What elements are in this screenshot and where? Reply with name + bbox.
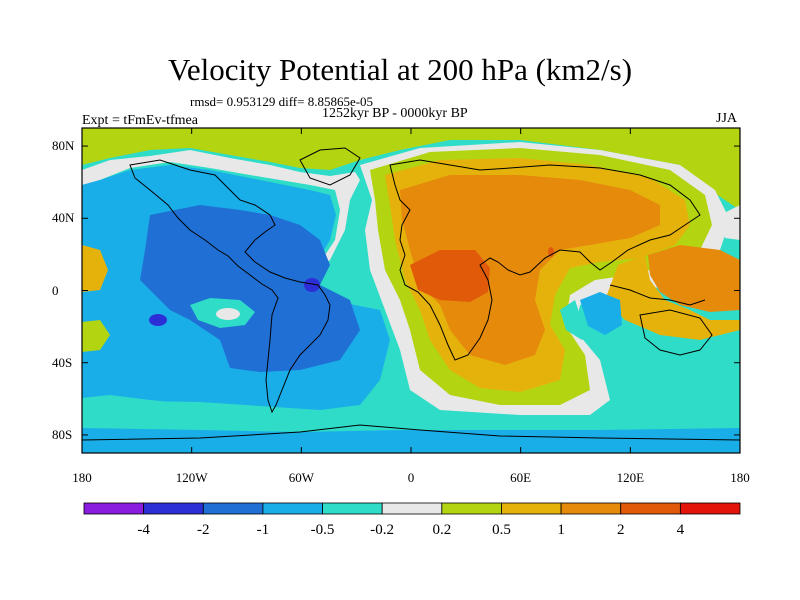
lat-tick-label: 40S <box>52 354 73 370</box>
colorbar-label: -1 <box>256 522 270 538</box>
colorbar-label: 1 <box>557 522 565 538</box>
field-indian-negative <box>580 292 622 335</box>
lon-tick-label: 120W <box>175 470 208 485</box>
contour-field <box>82 128 740 453</box>
colorbar-box <box>202 502 264 515</box>
colorbar-box <box>83 502 145 515</box>
greenland-coast <box>299 147 361 186</box>
lat-tick-label: 80S <box>52 426 73 442</box>
stats-text: rmsd= 0.953129 diff= 8.85865e-05 <box>190 94 374 109</box>
colorbar-label: -4 <box>137 522 150 538</box>
lon-tick-label: 0 <box>407 470 415 485</box>
field-africa-strong-positive <box>400 175 660 365</box>
lon-tick-label: 60W <box>288 470 314 485</box>
colorbar-label: 2 <box>616 522 625 538</box>
colorbar-label: -0.2 <box>370 522 395 538</box>
experiment-label: Expt = tFmEv-tfmea <box>82 113 198 128</box>
season-label: JJA <box>716 111 738 126</box>
field-antarctic-negative <box>82 428 740 453</box>
lon-tick-label: 180 <box>730 470 750 485</box>
lat-tick-label: 0 <box>52 282 59 298</box>
field-west-strong-negative <box>140 205 360 372</box>
colorbar-box <box>679 502 741 515</box>
colorbar-box <box>620 502 681 515</box>
colorbar-box <box>322 502 383 515</box>
colorbar-box <box>441 502 502 515</box>
afro-eurasia-coast <box>389 159 701 361</box>
americas-coast <box>129 159 331 414</box>
field-pacific-neutral-spot <box>216 308 240 320</box>
field-north-neutral <box>82 150 360 270</box>
map-title: Velocity Potential at 200 hPa (km2/s) <box>167 52 633 87</box>
period-text: 1252kyr BP - 0000kyr BP <box>322 106 468 121</box>
colorbar-box <box>262 502 323 515</box>
australia-coast <box>639 309 713 356</box>
field-west-edge-green <box>82 320 110 352</box>
lon-tick-label: 60E <box>510 470 532 485</box>
coastlines <box>82 147 740 441</box>
colorbar-box <box>501 502 562 515</box>
colorbar-label: 0.5 <box>492 522 511 538</box>
field-north-positive <box>82 128 740 210</box>
lon-tick-label: 180 <box>72 470 92 485</box>
field-pacific-min <box>149 314 167 326</box>
colorbar-boxes <box>83 502 741 515</box>
field-africa-max <box>410 250 490 302</box>
colorbar-label: -2 <box>197 522 210 538</box>
colorbar-box <box>143 502 204 515</box>
axis-ticks <box>81 128 741 453</box>
colorbar-label: 0.2 <box>432 522 452 538</box>
colorbar-label: 4 <box>676 522 685 538</box>
maritime-islands-coast <box>609 284 706 306</box>
field-amazon-min <box>304 278 320 292</box>
field-maritime-positive <box>605 255 740 340</box>
field-east-edge-neutral <box>720 205 740 240</box>
colorbar-box <box>381 502 443 515</box>
field-west-edge-positive <box>82 245 108 292</box>
field-indian-weak <box>560 300 590 340</box>
field-pacific-east-positive <box>648 245 740 312</box>
antarctica-coast <box>82 424 740 441</box>
lon-tick-label: 120E <box>616 470 645 485</box>
colorbar-label: -0.5 <box>310 522 335 538</box>
colorbar-box <box>560 502 622 515</box>
lat-tick-label: 80N <box>52 138 75 154</box>
lat-tick-label: 40N <box>52 210 75 226</box>
